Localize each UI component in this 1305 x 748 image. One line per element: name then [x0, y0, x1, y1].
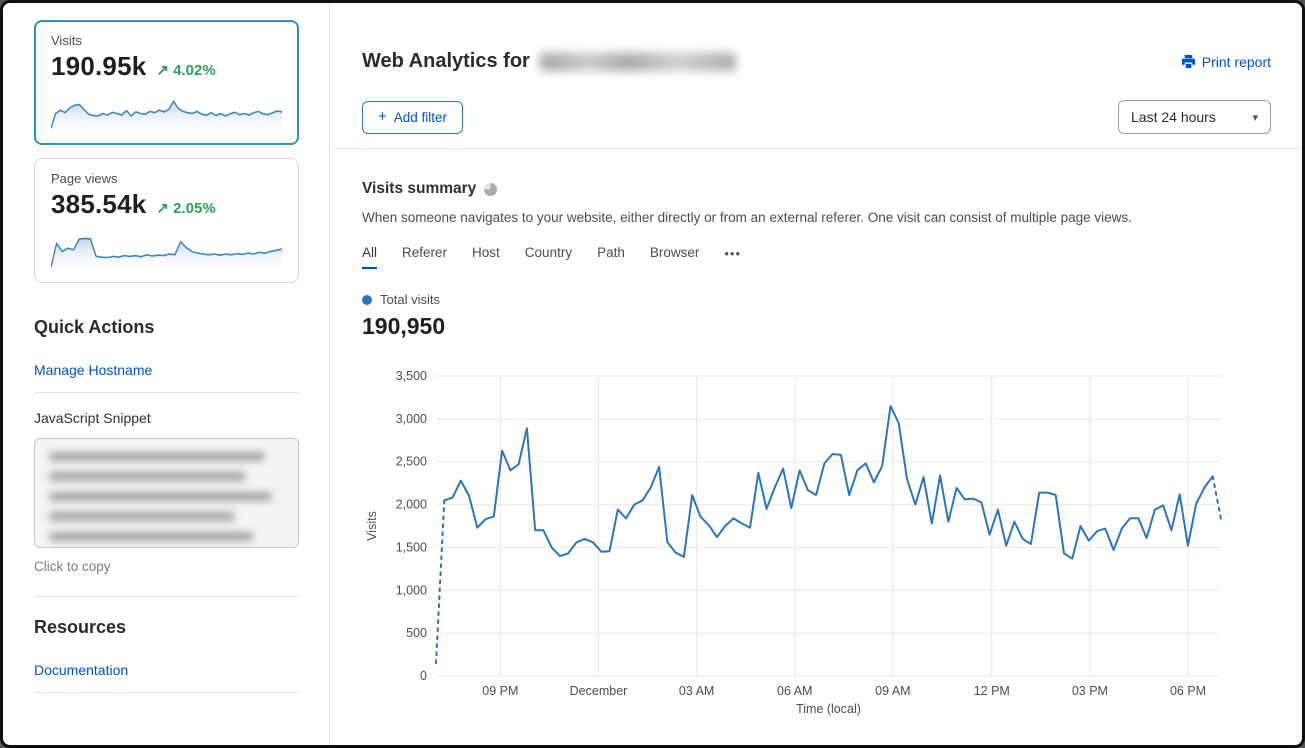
time-range-select[interactable]: Last 24 hours ▾ — [1118, 100, 1271, 134]
svg-text:03 PM: 03 PM — [1072, 684, 1108, 698]
legend-dot-icon — [362, 294, 372, 305]
plus-icon: + — [378, 108, 387, 125]
divider — [34, 596, 299, 597]
svg-text:1,000: 1,000 — [396, 583, 427, 597]
tab-country[interactable]: Country — [524, 245, 573, 260]
svg-text:500: 500 — [406, 626, 427, 640]
svg-text:Time (local): Time (local) — [796, 702, 861, 716]
filter-row: + Add filter Last 24 hours ▾ — [362, 100, 1271, 134]
printer-icon — [1181, 54, 1195, 69]
tab-host[interactable]: Host — [472, 245, 500, 260]
pageviews-card-change: ↗ 2.05% — [156, 200, 216, 217]
redacted-code-line — [49, 472, 247, 481]
manage-hostname-link[interactable]: Manage Hostname — [34, 362, 153, 378]
svg-text:3,000: 3,000 — [396, 412, 427, 426]
chevron-down-icon: ▾ — [1252, 111, 1258, 124]
redacted-code-line — [49, 452, 266, 461]
tab-referer[interactable]: Referer — [402, 245, 448, 260]
visits-summary-section: Visits summary When someone navigates to… — [331, 180, 1302, 718]
time-range-value: Last 24 hours — [1131, 109, 1216, 125]
divider — [331, 148, 1302, 149]
trend-up-icon: ↗ — [156, 200, 169, 217]
svg-text:03 AM: 03 AM — [679, 684, 714, 698]
print-report-label: Print report — [1201, 53, 1271, 70]
tab-browser[interactable]: Browser — [649, 245, 700, 260]
chart-legend: Total visits — [362, 292, 1271, 307]
quick-actions-title: Quick Actions — [34, 317, 155, 337]
add-filter-button[interactable]: + Add filter — [362, 100, 464, 134]
visits-card-change: ↗ 4.02% — [156, 62, 216, 79]
page-title: Web Analytics for — [362, 50, 530, 72]
total-visits-value: 190,950 — [362, 313, 446, 339]
redacted-code-line — [49, 492, 273, 501]
redacted-domain — [539, 52, 736, 71]
svg-text:2,500: 2,500 — [396, 455, 427, 469]
svg-text:December: December — [570, 684, 628, 698]
legend-label: Total visits — [380, 292, 440, 307]
pageviews-card-value: 385.54k — [51, 189, 147, 219]
visits-card-value: 190.95k — [51, 51, 147, 81]
visits-sparkline-chart — [51, 100, 282, 136]
svg-text:06 AM: 06 AM — [777, 684, 812, 698]
svg-text:09 AM: 09 AM — [875, 684, 910, 698]
svg-text:2,000: 2,000 — [396, 498, 427, 512]
visits-metric-card[interactable]: Visits 190.95k ↗ 4.02% — [34, 20, 299, 145]
sidebar: Visits 190.95k ↗ 4.02% Page views 385.54… — [3, 3, 330, 745]
svg-text:12 PM: 12 PM — [974, 684, 1010, 698]
svg-text:06 PM: 06 PM — [1170, 684, 1206, 698]
documentation-link[interactable]: Documentation — [34, 662, 129, 678]
redacted-code-line — [49, 512, 235, 521]
pie-chart-icon — [484, 182, 498, 196]
tab-all[interactable]: All — [362, 245, 378, 269]
divider — [34, 692, 299, 693]
divider — [34, 392, 299, 393]
js-snippet-label: JavaScript Snippet — [34, 410, 151, 426]
svg-text:09 PM: 09 PM — [482, 684, 518, 698]
visits-card-label: Visits — [51, 33, 82, 48]
redacted-code-line — [49, 532, 254, 541]
svg-text:0: 0 — [420, 669, 427, 683]
main-header: Web Analytics for Print report — [362, 50, 1271, 73]
visits-summary-description: When someone navigates to your website, … — [362, 210, 1132, 225]
svg-text:1,500: 1,500 — [396, 540, 427, 554]
more-tabs-button[interactable]: ••• — [724, 246, 742, 261]
summary-tabs: All Referer Host Country Path Browser ••… — [362, 245, 1271, 269]
trend-up-icon: ↗ — [156, 62, 169, 79]
svg-text:Visits: Visits — [365, 511, 379, 541]
resources-title: Resources — [34, 617, 127, 637]
visits-line-chart: 0 500 1,000 1,500 2,000 2,500 3,000 3,500 09 PM D… — [365, 369, 1222, 716]
click-to-copy-label: Click to copy — [34, 559, 111, 574]
tab-path[interactable]: Path — [597, 245, 625, 260]
svg-text:3,500: 3,500 — [396, 369, 427, 383]
main-content: Web Analytics for Print report + Add fil… — [331, 3, 1302, 745]
pageviews-card-label: Page views — [51, 171, 118, 186]
pageviews-sparkline-chart — [51, 237, 282, 274]
visits-summary-title: Visits summary — [362, 180, 477, 197]
print-report-button[interactable]: Print report — [1181, 54, 1271, 70]
pageviews-metric-card[interactable]: Page views 385.54k ↗ 2.05% — [34, 158, 299, 283]
js-snippet-box[interactable] — [34, 438, 299, 548]
add-filter-label: Add filter — [393, 109, 448, 125]
